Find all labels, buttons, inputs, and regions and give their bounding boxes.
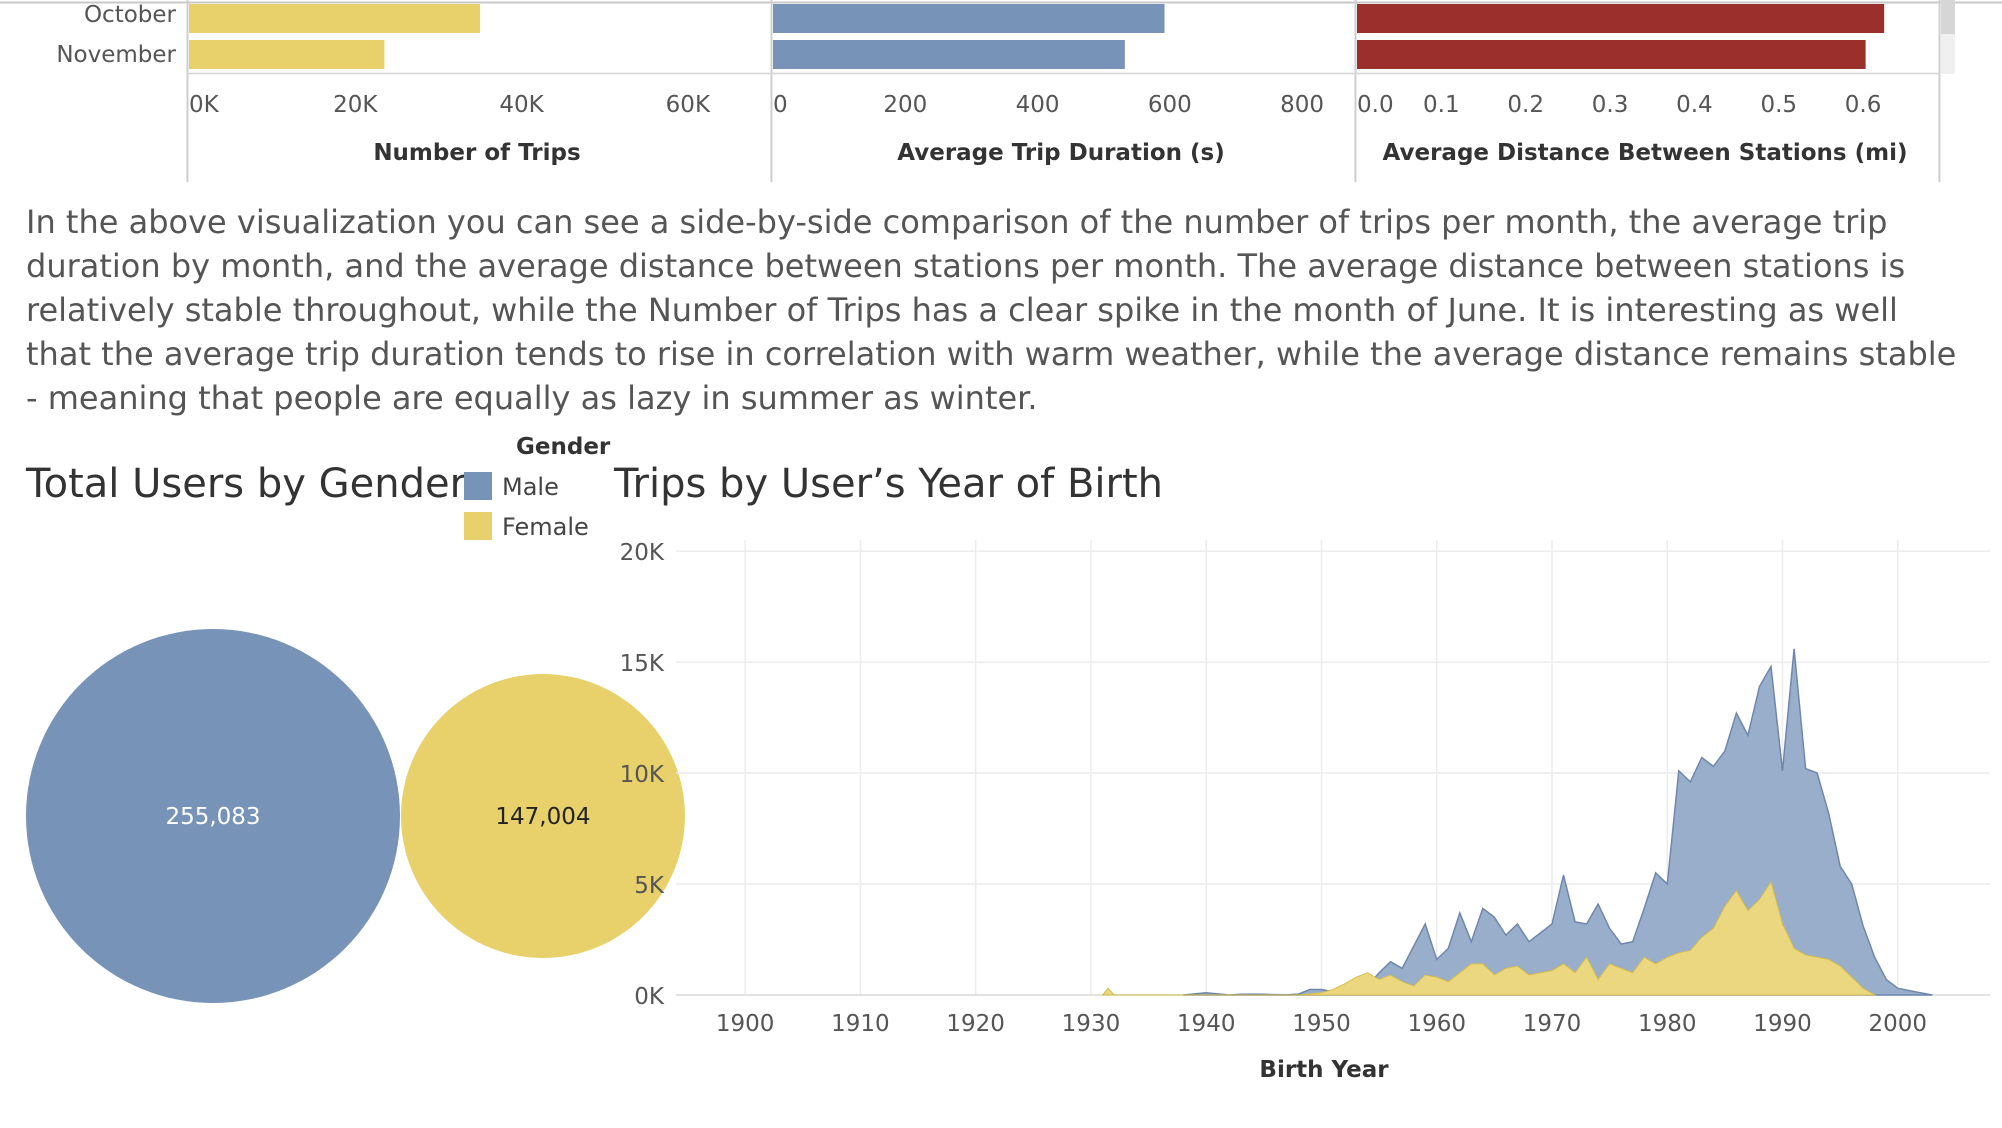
x-tick-label: 1990 xyxy=(1753,1011,1812,1037)
x-tick-label: 1970 xyxy=(1523,1011,1582,1037)
x-tick-label: 1910 xyxy=(831,1011,890,1037)
gender-bubble-chart: 255,083 147,004 xyxy=(26,629,685,1003)
legend-label-male[interactable]: Male xyxy=(502,473,559,501)
top-charts: October November 0K 20K 40K 60K 0 200 400 600 8… xyxy=(56,0,1955,182)
distance-bar-chart: 0.0 0.1 0.2 0.3 0.4 0.5 0.6 xyxy=(1357,4,1885,118)
y-tick-label: 20K xyxy=(620,540,665,566)
trips-bar-chart: 0K 20K 40K 60K xyxy=(189,4,711,118)
bar-october[interactable] xyxy=(1357,4,1885,33)
y-tick-label: 10K xyxy=(620,762,665,788)
x-tick-label: 1930 xyxy=(1062,1011,1121,1037)
x-tick-label: 1960 xyxy=(1407,1011,1466,1037)
y-tick-label: 5K xyxy=(634,873,665,899)
x-tick-label: 0.2 xyxy=(1507,92,1544,118)
x-tick-label: 400 xyxy=(1016,92,1060,118)
duration-axis-title: Average Trip Duration (s) xyxy=(897,140,1224,166)
scrollbar-track[interactable] xyxy=(1941,34,1955,74)
duration-bar-chart: 0 200 400 600 800 xyxy=(773,4,1324,118)
x-tick-label: 1940 xyxy=(1177,1011,1236,1037)
area-chart-title: Trips by User’s Year of Birth xyxy=(613,461,1163,507)
x-tick-label: 200 xyxy=(883,92,927,118)
x-tick-label: 60K xyxy=(666,92,711,118)
bubble-value-label: 147,004 xyxy=(495,804,590,830)
x-tick-label: 1900 xyxy=(716,1011,775,1037)
x-tick-label: 2000 xyxy=(1869,1011,1928,1037)
x-tick-label: 1920 xyxy=(946,1011,1005,1037)
x-tick-label: 0K xyxy=(189,92,220,118)
x-tick-label: 0.0 xyxy=(1357,92,1394,118)
area-series-female[interactable] xyxy=(1101,880,1877,996)
bar-november[interactable] xyxy=(773,40,1125,69)
x-tick-label: 0.6 xyxy=(1845,92,1882,118)
y-tick-label: 15K xyxy=(620,651,665,677)
gender-legend: Gender Male Female xyxy=(464,434,611,541)
y-tick-label: 0K xyxy=(634,984,665,1010)
x-tick-label: 800 xyxy=(1280,92,1324,118)
legend-swatch-female[interactable] xyxy=(464,512,492,540)
area-series-male[interactable] xyxy=(1183,648,1933,996)
bar-november[interactable] xyxy=(189,40,385,69)
bubble-chart-title: Total Users by Gender xyxy=(25,461,467,507)
scrollbar-thumb[interactable] xyxy=(1941,0,1955,34)
bubble-value-label: 255,083 xyxy=(165,804,260,830)
birth-year-axis-title: Birth Year xyxy=(1259,1057,1389,1083)
month-label-november: November xyxy=(56,42,176,68)
bubble-female[interactable] xyxy=(401,674,685,958)
birth-year-area-chart: 1900 1910 1920 1930 1940 1950 1960 1970 1980 1990… xyxy=(620,540,1990,1037)
x-tick-label: 0.3 xyxy=(1592,92,1629,118)
bar-october[interactable] xyxy=(189,4,480,33)
bar-november[interactable] xyxy=(1357,40,1866,69)
x-tick-label: 1950 xyxy=(1292,1011,1351,1037)
x-tick-label: 0.5 xyxy=(1760,92,1797,118)
legend-label-female[interactable]: Female xyxy=(502,513,589,541)
x-tick-label: 600 xyxy=(1148,92,1192,118)
bar-october[interactable] xyxy=(773,4,1165,33)
legend-swatch-male[interactable] xyxy=(464,472,492,500)
x-tick-label: 40K xyxy=(499,92,544,118)
x-tick-label: 20K xyxy=(333,92,378,118)
legend-title: Gender xyxy=(516,434,611,460)
bubble-male[interactable] xyxy=(26,629,400,1003)
trips-axis-title: Number of Trips xyxy=(373,140,580,166)
x-tick-label: 0 xyxy=(773,92,788,118)
x-tick-label: 0.1 xyxy=(1423,92,1460,118)
month-label-october: October xyxy=(84,2,177,28)
description-paragraph: In the above visualization you can see a… xyxy=(26,203,1957,417)
x-tick-label: 1980 xyxy=(1638,1011,1697,1037)
distance-axis-title: Average Distance Between Stations (mi) xyxy=(1383,140,1908,166)
x-tick-label: 0.4 xyxy=(1676,92,1713,118)
